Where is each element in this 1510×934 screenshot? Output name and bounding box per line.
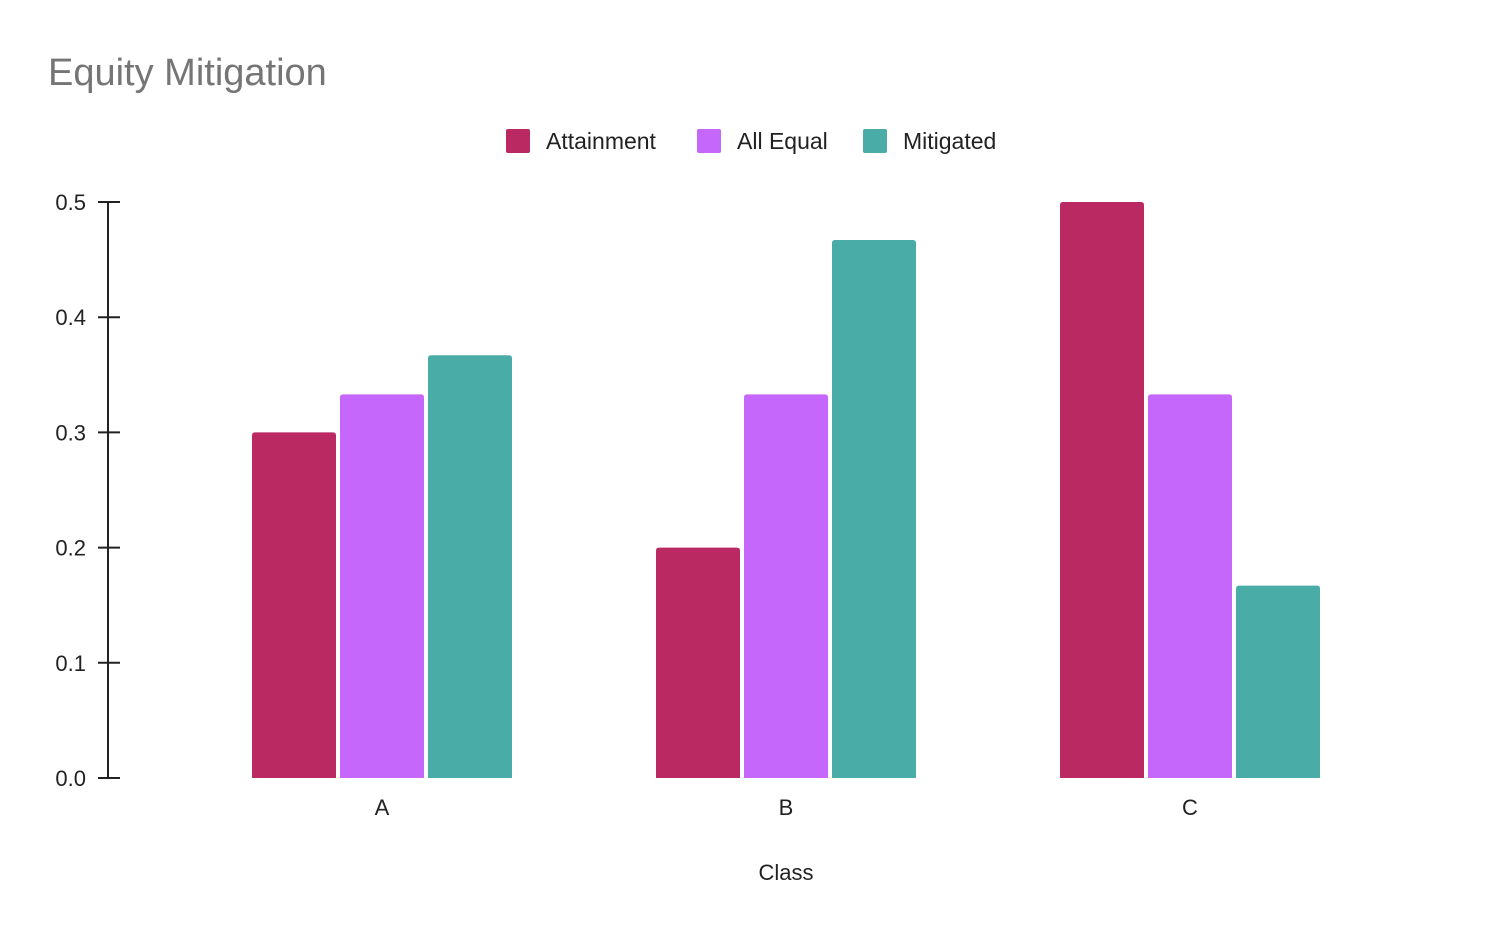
chart-title: Equity Mitigation: [48, 52, 327, 94]
x-tick-label: B: [779, 795, 794, 820]
y-tick-label: 0.1: [55, 651, 86, 676]
x-axis-title: Class: [758, 860, 813, 885]
bar-C-attainment: [1060, 202, 1144, 778]
bar-B-mitigated: [832, 240, 916, 779]
legend-swatch: [863, 129, 887, 153]
legend: Attainment All Equal Mitigated: [506, 128, 996, 154]
y-tick-label: 0.3: [55, 420, 86, 445]
x-tick-label: A: [375, 795, 390, 820]
y-tick-label: 0.5: [55, 190, 86, 215]
x-tick-label: C: [1182, 795, 1198, 820]
bar-A-mitigated: [428, 355, 512, 778]
legend-label: All Equal: [737, 128, 828, 154]
legend-swatch: [506, 129, 530, 153]
bar-B-attainment: [656, 547, 740, 778]
bar-C-all-equal: [1148, 394, 1232, 778]
y-tick-label: 0.2: [55, 536, 86, 561]
y-tick-label: 0.4: [55, 305, 86, 330]
x-axis: A B C: [375, 795, 1198, 820]
legend-label: Attainment: [546, 128, 657, 154]
y-tick-label: 0.0: [55, 766, 86, 791]
legend-swatch: [697, 129, 721, 153]
bars: [252, 202, 1320, 779]
bar-A-all-equal: [340, 394, 424, 778]
bar-A-attainment: [252, 432, 336, 778]
legend-label: Mitigated: [903, 128, 996, 154]
bar-C-mitigated: [1236, 585, 1320, 778]
bar-B-all-equal: [744, 394, 828, 778]
y-axis: 0.0 0.1 0.2 0.3 0.4 0.5: [55, 190, 120, 791]
